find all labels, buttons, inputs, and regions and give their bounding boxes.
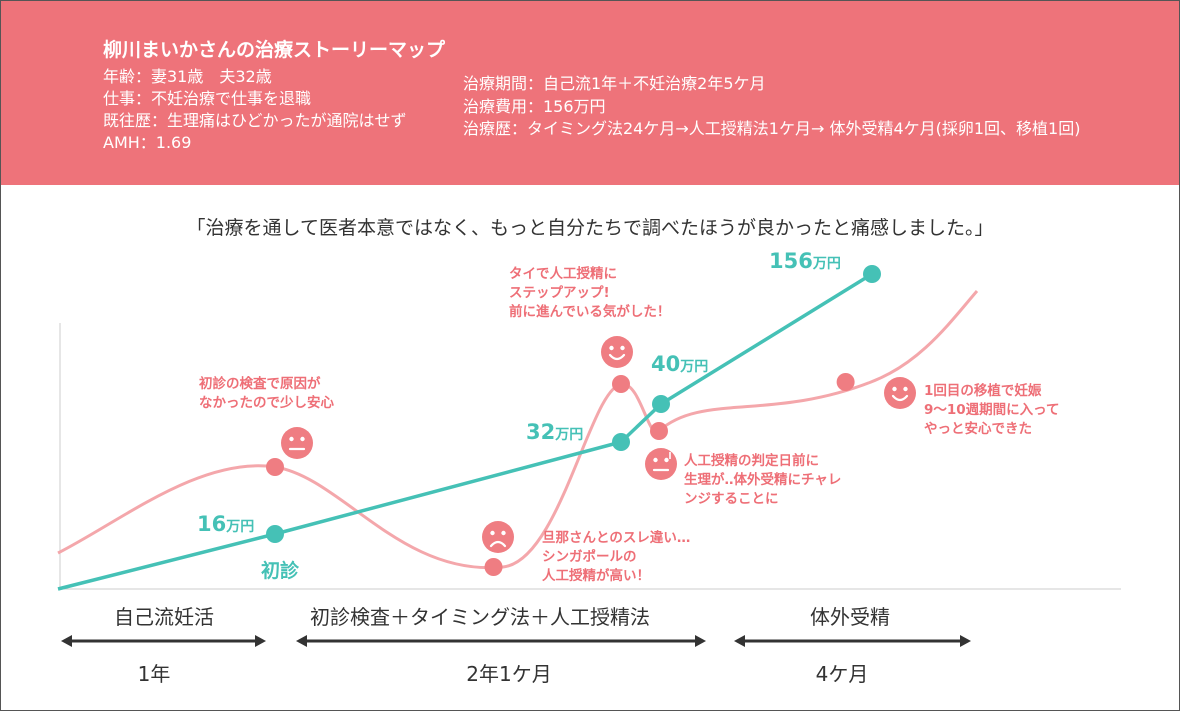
amh-line: AMH：1.69 — [103, 133, 192, 152]
cost-line — [57, 272, 873, 591]
happy-face-icon — [601, 336, 633, 368]
emotion-point — [650, 422, 668, 440]
duration-ivf: 4ケ月 — [815, 662, 869, 686]
duration-arrow — [296, 635, 706, 647]
cost-point — [652, 395, 670, 413]
cost-series — [57, 265, 881, 591]
emotion-point — [836, 373, 855, 391]
first-visit-label: 初診 — [261, 560, 300, 582]
duration-timing: 2年1ケ月 — [466, 662, 552, 686]
cost-line: 治療費用：156万円 — [463, 97, 606, 116]
phase-label-self: 自己流妊活 — [114, 605, 214, 629]
cost-point — [612, 433, 630, 451]
story-title: 柳川まいかさんの治療ストーリーマップ — [103, 39, 446, 61]
event-note: 1回目の移植で妊娠 9～10週期間に入って やっと安心できた — [924, 383, 1060, 437]
event-note: 初診の検査で原因が なかったので少し安心 — [199, 376, 334, 411]
treatment-line: 治療歴：タイミング法24ケ月→人工授精法1ケ月→ 体外受精4ケ月(採卵1回、移植… — [463, 119, 1081, 138]
event-note: 人工授精の判定日前に 生理が‥体外受精にチャレ ンジすることに — [684, 453, 842, 507]
period-line: 治療期間：自己流1年＋不妊治療2年5ケ月 — [463, 74, 766, 93]
emotion-point — [266, 458, 284, 476]
history-line: 既往歴：生理痛はひどかったが通院はせず — [103, 111, 407, 130]
event-note: 旦那さんとのスレ違い… シンガポールの 人工授精が高い！ — [542, 530, 691, 584]
worried-face-icon — [645, 448, 677, 480]
quote: 「治療を通して医者本意ではなく、もっと自分たちで調べたほうが良かったと痛感しまし… — [186, 217, 994, 239]
sad-face-icon — [482, 521, 514, 553]
cost-label: 40万円 — [651, 352, 709, 376]
job-line: 仕事：不妊治療で仕事を退職 — [103, 89, 312, 108]
duration-arrow — [734, 635, 971, 647]
emotion-series — [266, 336, 916, 576]
phase-arrows — [61, 635, 971, 647]
event-note: タイで人工授精に ステップアップ! 前に進んでいる気がした！ — [509, 266, 671, 320]
emotion-curve — [57, 290, 979, 570]
story-chart — [57, 265, 1121, 647]
emotion-point — [484, 558, 503, 576]
cost-label: 16万円 — [197, 512, 255, 536]
cost-label: 32万円 — [526, 420, 584, 444]
duration-arrow — [61, 635, 266, 647]
happy-face-icon — [884, 377, 916, 409]
cost-point — [863, 265, 881, 283]
emotion-point — [612, 375, 630, 393]
header-banner: 柳川まいかさんの治療ストーリーマップ 年齢：妻31歳 夫32歳 仕事：不妊治療で… — [1, 1, 1179, 185]
phase-label-timing: 初診検査＋タイミング法＋人工授精法 — [310, 605, 650, 629]
duration-self: 1年 — [137, 662, 171, 686]
age-line: 年齢：妻31歳 夫32歳 — [103, 67, 272, 86]
phase-label-ivf: 体外受精 — [810, 605, 890, 629]
cost-point — [266, 525, 284, 543]
cost-label: 156万円 — [769, 249, 841, 273]
neutral-face-icon — [281, 427, 313, 459]
